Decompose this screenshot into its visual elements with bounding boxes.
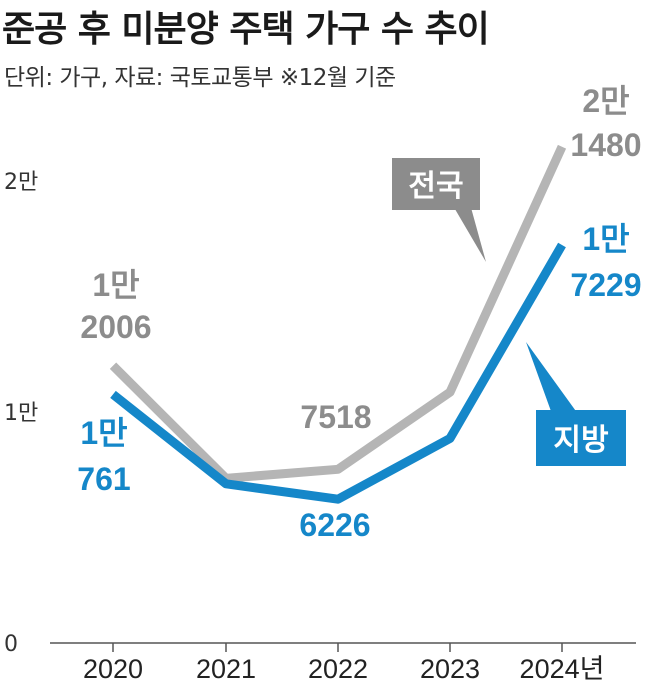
data-label-line2: 1480 (570, 127, 641, 163)
data-label-line1: 1만 (80, 415, 127, 451)
series-line-regional (110, 242, 566, 504)
badge-box-national (392, 158, 480, 210)
chart-subtitle: 단위: 가구, 자료: 국토교통부 ※12월 기준 (4, 65, 396, 91)
data-label-line1: 1만 (582, 221, 629, 257)
badge-pointer-national (452, 204, 486, 262)
chart-title: 준공 후 미분양 주택 가구 수 추이 (2, 9, 490, 50)
y-tick-label-0: 0 (4, 632, 18, 657)
data-label-regional-2022: 6226 (299, 507, 370, 543)
badge-label-regional: 지방 (553, 423, 609, 458)
data-label-national-2020: 1만 2006 (80, 267, 151, 345)
data-label-value: 6226 (299, 507, 370, 543)
series-line-national (109, 144, 567, 483)
data-label-line2: 2006 (80, 309, 151, 345)
data-label-regional-2024년: 1만 7229 (570, 221, 641, 303)
data-label-line1: 1만 (92, 267, 139, 303)
series-badge-national: 전국 (392, 158, 486, 262)
badge-pointer-regional (526, 342, 578, 414)
data-label-line2: 761 (77, 461, 130, 497)
badge-box-regional (536, 410, 626, 466)
data-label-value: 7518 (300, 399, 371, 435)
x-tick-label-4: 2024년 (520, 654, 605, 683)
data-label-national-2022: 7518 (300, 399, 371, 435)
x-tick-label-0: 2020 (83, 654, 143, 683)
x-tick-label-3: 2023 (420, 654, 480, 683)
x-tick-label-2: 2022 (308, 654, 368, 683)
y-tick-label-2: 2만 (4, 170, 38, 195)
data-label-line2: 7229 (570, 267, 641, 303)
data-label-national-2024년: 2만 1480 (570, 83, 641, 163)
y-tick-label-1: 1만 (4, 401, 38, 426)
series-badge-regional: 지방 (526, 342, 626, 466)
x-tick-label-1: 2021 (196, 654, 256, 683)
badge-label-national: 전국 (408, 169, 463, 204)
data-label-line1: 2만 (582, 83, 629, 119)
